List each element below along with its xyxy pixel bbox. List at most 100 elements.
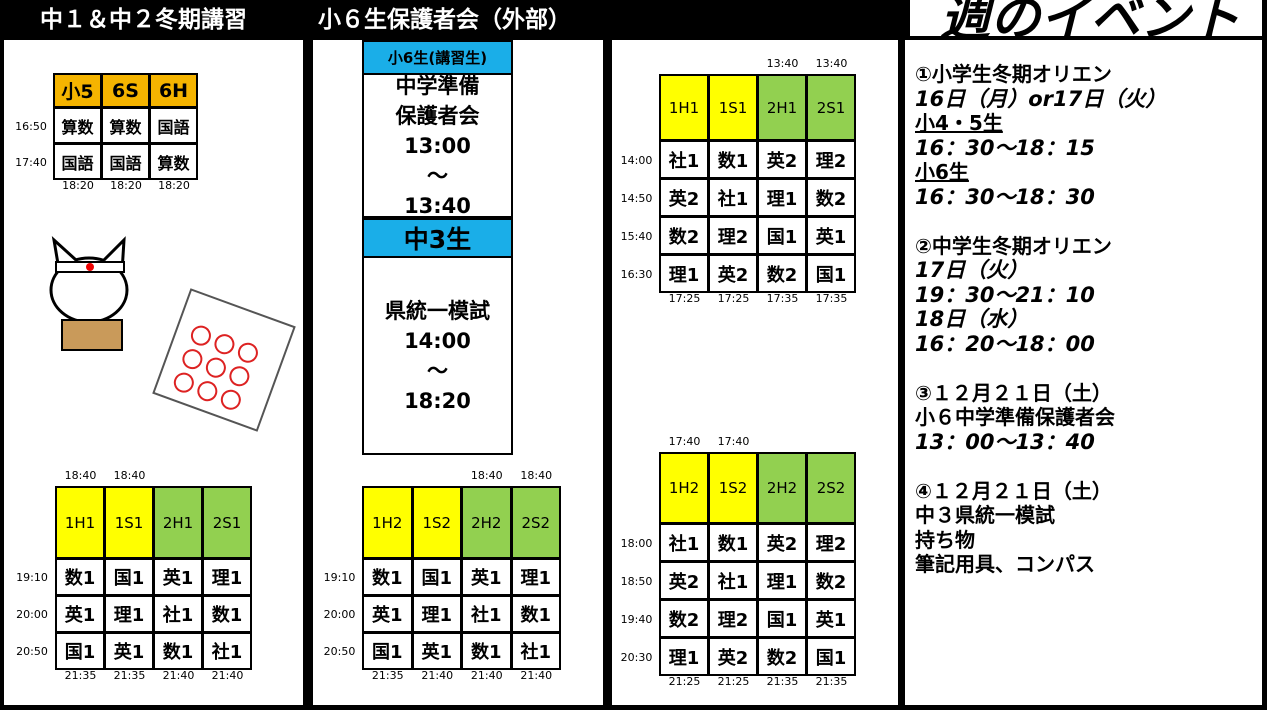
time-label: 13:40 bbox=[815, 56, 848, 70]
title-box: 週のイベント bbox=[910, 0, 1262, 36]
event-title: ①小学生冬期オリエン bbox=[915, 62, 1112, 86]
subject-cell: 理2 bbox=[708, 216, 758, 255]
event-line: 19：30～21：10 bbox=[915, 282, 1095, 307]
subject-cell: 国語 bbox=[149, 107, 198, 144]
subject-cell: 英1 bbox=[411, 632, 462, 670]
header-cell: 2S2 bbox=[510, 486, 561, 559]
subject-cell: 数1 bbox=[708, 523, 758, 562]
header-cell: 2H2 bbox=[757, 452, 807, 524]
block-line: 13:00 bbox=[404, 133, 471, 158]
subject-cell: 理1 bbox=[659, 254, 709, 293]
block-line: 県統一模試 bbox=[385, 298, 490, 323]
time-label: 18:40 bbox=[113, 468, 146, 482]
time-label: 17:35 bbox=[766, 291, 799, 305]
illustration bbox=[49, 235, 296, 432]
event-line: 小6生 bbox=[915, 160, 969, 184]
header-title: 小６生保護者会（外部） bbox=[318, 7, 571, 33]
subject-cell: 英1 bbox=[153, 558, 203, 596]
subject-cell: 英2 bbox=[708, 637, 758, 676]
row-time: 16:30 bbox=[620, 267, 653, 281]
header-cell: 2S1 bbox=[202, 486, 252, 559]
time-label: 21:40 bbox=[211, 668, 244, 682]
row-time: 18:00 bbox=[620, 536, 653, 550]
block-line: 保護者会 bbox=[395, 103, 480, 128]
subject-cell: 数2 bbox=[757, 254, 807, 293]
row-time: 20:30 bbox=[620, 650, 653, 664]
subject-cell: 算数 bbox=[149, 143, 198, 180]
row-time: 14:00 bbox=[620, 153, 653, 167]
subject-cell: 英1 bbox=[362, 595, 413, 633]
time-label: 18:40 bbox=[64, 468, 97, 482]
subject-cell: 算数 bbox=[101, 107, 150, 144]
block-line: ～ bbox=[427, 163, 448, 188]
block-body: 県統一模試 14:00 ～ 18:20 bbox=[362, 258, 513, 455]
subject-cell: 社1 bbox=[461, 595, 512, 633]
subject-cell: 数2 bbox=[659, 599, 709, 638]
spacer bbox=[915, 209, 1260, 234]
time-label: 21:40 bbox=[520, 668, 553, 682]
event-line: 筆記用具、コンパス bbox=[915, 552, 1095, 576]
block-line: 18:20 bbox=[404, 388, 471, 413]
row-time: 19:10 bbox=[323, 571, 356, 584]
subject-cell: 数2 bbox=[659, 216, 709, 255]
subject-cell: 社1 bbox=[708, 561, 758, 600]
time-label: 17:25 bbox=[717, 291, 750, 305]
event-line: 18日（水） bbox=[915, 307, 1029, 331]
subject-cell: 社1 bbox=[659, 523, 709, 562]
event-line: 16：30～18：15 bbox=[915, 135, 1095, 160]
header-cell: 1H1 bbox=[659, 74, 709, 141]
subject-cell: 社1 bbox=[153, 595, 203, 633]
subject-cell: 社1 bbox=[202, 632, 252, 670]
subject-cell: 理1 bbox=[659, 637, 709, 676]
subject-cell: 国語 bbox=[101, 143, 150, 180]
time-label: 17:40 bbox=[717, 434, 750, 448]
row-time: 20:00 bbox=[16, 608, 48, 621]
subject-cell: 英1 bbox=[461, 558, 512, 596]
row-time: 16:50 bbox=[15, 119, 47, 133]
subject-cell: 数1 bbox=[362, 558, 413, 596]
row-time: 18:50 bbox=[620, 574, 653, 588]
subject-cell: 理1 bbox=[757, 178, 807, 217]
block-label: 中3生 bbox=[362, 218, 513, 258]
event-line: 16：20～18：00 bbox=[915, 331, 1095, 356]
header-cell: 1H2 bbox=[659, 452, 709, 524]
header-cell: 2H1 bbox=[757, 74, 807, 141]
panel bbox=[905, 40, 1262, 705]
subject-cell: 国1 bbox=[411, 558, 462, 596]
header-cell: 1H1 bbox=[55, 486, 105, 559]
time-label: 21:40 bbox=[470, 668, 503, 682]
event-line: 小4・5生 bbox=[915, 111, 1003, 135]
subject-cell: 国1 bbox=[757, 599, 807, 638]
block-line: 14:00 bbox=[404, 328, 471, 353]
event-line: 小６中学準備保護者会 bbox=[915, 405, 1115, 429]
subject-cell: 理1 bbox=[202, 558, 252, 596]
time-label: 13:40 bbox=[766, 56, 799, 70]
event-line: 13：00～13：40 bbox=[915, 429, 1095, 454]
subject-cell: 国1 bbox=[806, 254, 856, 293]
event-line: 17日（火） bbox=[915, 258, 1029, 282]
time-label: 21:35 bbox=[64, 668, 97, 682]
subject-cell: 理1 bbox=[104, 595, 154, 633]
time-label: 21:40 bbox=[162, 668, 195, 682]
subject-cell: 理1 bbox=[757, 561, 807, 600]
subject-cell: 英2 bbox=[757, 523, 807, 562]
time-label: 21:35 bbox=[113, 668, 146, 682]
header-cell: 1S1 bbox=[708, 74, 758, 141]
subject-cell: 社1 bbox=[708, 178, 758, 217]
subject-cell: 理1 bbox=[510, 558, 561, 596]
time-label: 21:40 bbox=[421, 668, 454, 682]
event-line: 中３県統一模試 bbox=[915, 503, 1055, 527]
row-time: 14:50 bbox=[620, 191, 653, 205]
header-cell: 2H1 bbox=[153, 486, 203, 559]
spacer bbox=[915, 356, 1260, 381]
event-title: ③１２月２１日（土） bbox=[915, 380, 1112, 405]
header-title: 中１＆中２冬期講習 bbox=[40, 7, 247, 33]
subject-cell: 英2 bbox=[708, 254, 758, 293]
event-title: ④１２月２１日（土） bbox=[915, 478, 1112, 503]
event-line: 持ち物 bbox=[915, 527, 975, 552]
time-label: 21:25 bbox=[668, 674, 701, 688]
time-label: 17:25 bbox=[668, 291, 701, 305]
block-body: 中学準備 保護者会 13:00 ～ 13:40 bbox=[362, 74, 513, 218]
subject-cell: 国1 bbox=[362, 632, 413, 670]
